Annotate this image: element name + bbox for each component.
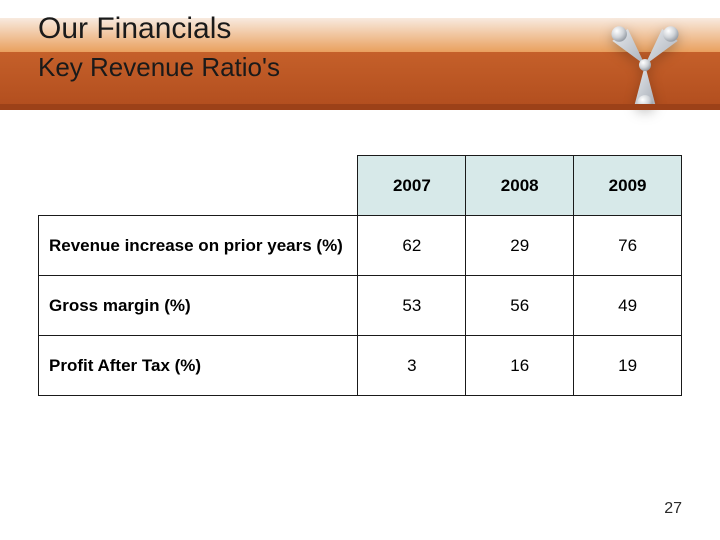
table-header-row: 2007 2008 2009 [39,156,682,216]
row-label: Gross margin (%) [39,276,358,336]
row-label: Profit After Tax (%) [39,336,358,396]
cell: 29 [466,216,574,276]
page-number: 27 [664,500,682,518]
row-label: Revenue increase on prior years (%) [39,216,358,276]
cell: 62 [358,216,466,276]
cell: 56 [466,276,574,336]
table-col-header: 2009 [574,156,682,216]
cell: 3 [358,336,466,396]
slide: Our Financials Key Revenue Ratio's [0,0,720,540]
table-col-header: 2007 [358,156,466,216]
table-row: Profit After Tax (%) 3 16 19 [39,336,682,396]
cell: 76 [574,216,682,276]
table-col-header: 2008 [466,156,574,216]
header-band: Our Financials Key Revenue Ratio's [0,0,720,110]
table-header-blank [39,156,358,216]
cell: 16 [466,336,574,396]
slide-title: Our Financials [38,12,231,46]
cell: 53 [358,276,466,336]
table-row: Revenue increase on prior years (%) 62 2… [39,216,682,276]
3d-jack-icon [600,20,690,110]
slide-subtitle: Key Revenue Ratio's [38,52,280,83]
revenue-ratio-table: 2007 2008 2009 Revenue increase on prior… [38,155,682,396]
cell: 49 [574,276,682,336]
cell: 19 [574,336,682,396]
table-row: Gross margin (%) 53 56 49 [39,276,682,336]
